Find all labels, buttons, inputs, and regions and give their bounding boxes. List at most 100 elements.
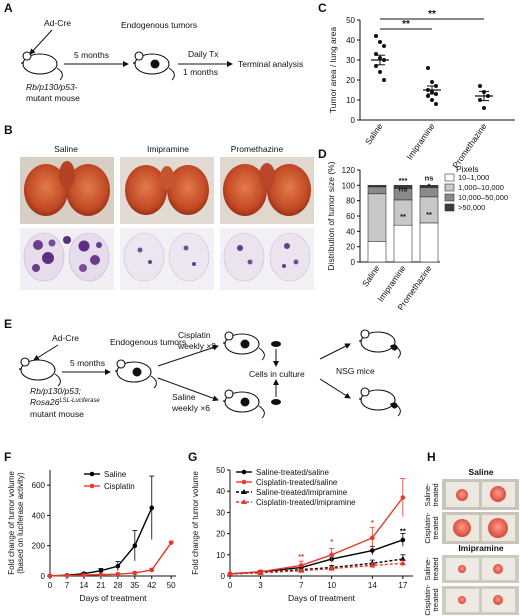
cells-label: Cells in culture — [249, 369, 305, 379]
nsg-mouse-top — [358, 329, 401, 359]
g-x-tick-label: 10 — [327, 581, 336, 590]
g-x-label: Days of treatment — [288, 593, 356, 603]
f-x-tick-label: 42 — [147, 581, 156, 590]
h-saline-title: Saline — [468, 467, 493, 477]
g-legend-label: Cisplatin-treated/imipramine — [256, 498, 356, 507]
panel-label-c: C — [318, 1, 327, 15]
g-y-tick-label: 50 — [216, 466, 225, 475]
g-legend-marker — [241, 489, 247, 494]
c-y-label: Tumor area / lung area — [328, 27, 338, 113]
c-point — [478, 84, 482, 88]
mouse-genotype-sub: mutant mouse — [26, 93, 80, 103]
c-x-tick-label: Imipramine — [404, 121, 436, 161]
g-legend-marker — [241, 479, 247, 485]
d-legend-label: >50,000 — [458, 203, 485, 212]
d-bar-segment — [393, 185, 413, 189]
d-annotation: ns — [425, 174, 434, 183]
b-label-saline: Saline — [54, 144, 78, 154]
chart-g: 0 10 20 30 40 50 0 3 7 10 14 17 Days of treatment Fol… — [191, 466, 413, 603]
d-bar-segment — [367, 186, 387, 195]
f-legend-marker — [89, 471, 95, 477]
saline-weekly: weekly ×6 — [171, 403, 210, 413]
g-x-tick-label: 17 — [398, 581, 407, 590]
b-label-imipramine: Imipramine — [147, 144, 189, 154]
c-point — [382, 44, 386, 48]
f-x-tick-label: 14 — [79, 581, 88, 590]
h-photo-1 — [442, 479, 519, 510]
panel-e-schematic: Ad-Cre Rb/p130/p53; Rosa26LSL-Luciferase… — [18, 329, 401, 419]
c-point — [482, 106, 486, 110]
d-y-tick-label: 80 — [346, 197, 355, 206]
d-y-tick-label: 20 — [346, 243, 355, 252]
c-point — [426, 66, 430, 70]
h-photo-2 — [442, 512, 519, 544]
h-row-label: treated — [431, 557, 440, 580]
f-point — [115, 571, 121, 577]
nsg-label: NSG mice — [336, 366, 375, 376]
e-genotype-2: Rosa26LSL-Luciferase — [30, 397, 100, 407]
d-legend-label: 10–1,000 — [458, 173, 489, 182]
endogenous-label: Endogenous tumors — [121, 20, 197, 30]
f-y-tick-label: 0 — [41, 572, 46, 581]
chart-d: 0 20 40 60 80 100 120 Distribution of tumor siz… — [326, 161, 508, 312]
h-photo-3 — [442, 555, 519, 583]
f-x-tick-label: 50 — [167, 581, 176, 590]
g-point — [370, 535, 375, 541]
d-legend-swatch — [444, 173, 455, 182]
panel-a-schematic: Ad-Cre Rb/p130/p53- mutant mouse 5 month… — [20, 18, 303, 103]
d-bar-segment — [367, 193, 387, 242]
d-y-tick-label: 120 — [342, 166, 356, 175]
h-imipramine-title: Imipramine — [458, 543, 504, 553]
g-legend-label: Cisplatin-treated/saline — [256, 478, 338, 487]
histology-imipramine — [120, 228, 214, 290]
d-legend-swatch — [444, 193, 455, 202]
g-point — [329, 552, 334, 558]
panel-label-f: F — [4, 450, 11, 464]
f-point — [115, 563, 121, 569]
d-legend-label: 1,000–10,000 — [458, 183, 504, 192]
histology-saline — [20, 228, 114, 290]
g-y-tick-label: 0 — [221, 572, 226, 581]
g-point — [400, 495, 406, 500]
g-x-tick-label: 3 — [258, 581, 263, 590]
d-annotation: * — [428, 181, 431, 190]
d-x-tick-label: Saline — [360, 263, 382, 288]
terminal-label: Terminal analysis — [238, 59, 303, 69]
c-y-tick-label: 40 — [346, 36, 355, 45]
panel-label-a: A — [4, 1, 13, 15]
mouse-icon — [20, 51, 63, 81]
d-annotation: ** — [426, 210, 432, 219]
panel-label-e: E — [4, 317, 12, 331]
chart-f: 0 200 400 600 0 7 14 21 28 35 42 50 Days of treatmen… — [7, 470, 176, 603]
lung-photo-imipramine — [120, 157, 214, 224]
b-label-promethazine: Promethazine — [231, 144, 284, 154]
one-month-label: 1 months — [183, 67, 218, 77]
f-point — [98, 568, 104, 573]
d-annotation: ** — [400, 212, 406, 221]
c-point — [434, 102, 438, 106]
f-point — [149, 505, 155, 511]
f-x-tick-label: 21 — [96, 581, 105, 590]
months-label: 5 months — [74, 50, 109, 60]
adcre-label: Ad-Cre — [44, 18, 71, 28]
f-x-label: Days of treatment — [79, 593, 147, 603]
c-point — [374, 34, 378, 38]
e-months-label: 5 months — [70, 358, 105, 368]
f-point — [132, 543, 138, 549]
f-point — [98, 572, 104, 577]
d-y-tick-label: 40 — [346, 227, 355, 236]
mouse-icon-e — [18, 357, 61, 387]
nsg-mouse-bottom — [358, 387, 401, 417]
c-y-tick-label: 20 — [346, 76, 355, 85]
c-point — [382, 78, 386, 82]
c-x-tick-label: Promethazine — [450, 121, 488, 170]
g-point — [370, 548, 375, 553]
d-bar-segment — [393, 224, 413, 263]
chart-c: 0 10 20 30 40 50 Tumor area / lung area Saline I… — [328, 9, 515, 170]
d-legend-label: 10,000–50,000 — [458, 193, 508, 202]
lung-photo-promethazine — [220, 157, 314, 224]
f-y-tick-label: 400 — [32, 511, 46, 520]
g-point — [399, 560, 406, 566]
f-x-tick-label: 7 — [65, 581, 70, 590]
g-legend-label: Saline-treated/saline — [256, 468, 329, 477]
